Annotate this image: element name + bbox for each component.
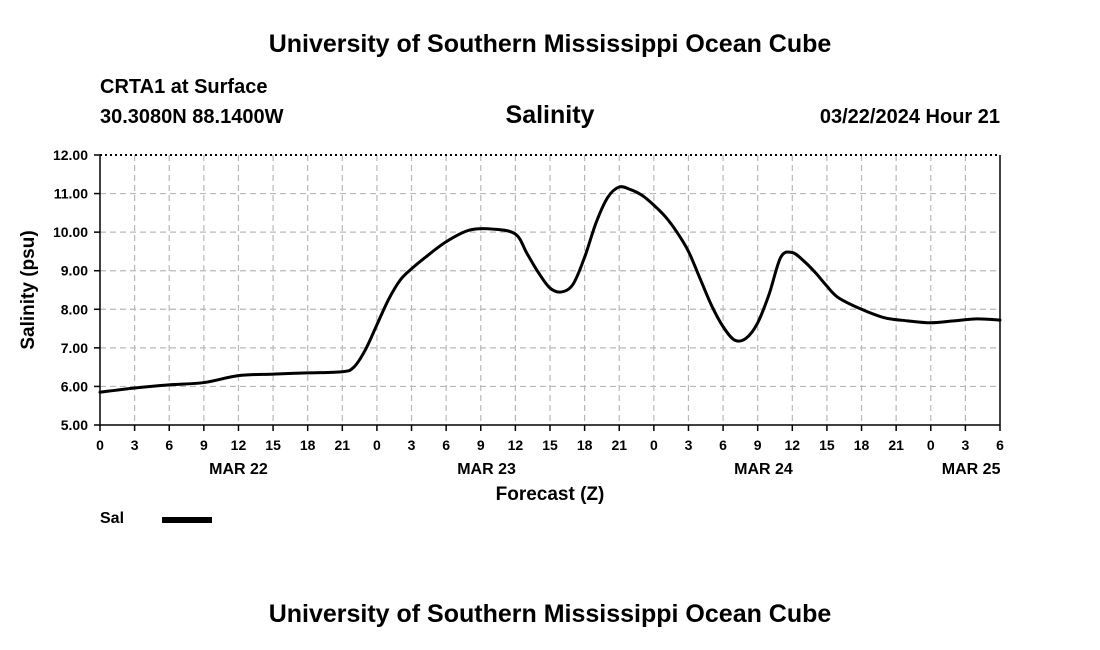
x-tick-label: 6 xyxy=(442,437,450,453)
x-tick-label: 0 xyxy=(96,437,104,453)
date-label: MAR 22 xyxy=(209,461,268,478)
legend-label: Sal xyxy=(100,510,125,527)
x-tick-label: 21 xyxy=(888,437,904,453)
y-tick-label: 11.00 xyxy=(54,186,88,202)
x-tick-label: 3 xyxy=(408,437,416,453)
date-label: MAR 25 xyxy=(942,461,1001,478)
y-tick-label: 8.00 xyxy=(61,301,88,317)
y-tick-label: 5.00 xyxy=(61,417,88,433)
series-line-sal xyxy=(98,185,1002,394)
x-tick-label: 21 xyxy=(611,437,627,453)
coordinates-label: 30.3080N 88.1400W xyxy=(100,106,284,128)
x-tick-label: 0 xyxy=(650,437,658,453)
y-tick-label: 10.00 xyxy=(53,224,88,240)
station-label: CRTA1 at Surface xyxy=(100,76,268,98)
date-label: MAR 24 xyxy=(734,461,793,478)
legend-line-swatch xyxy=(162,517,212,523)
x-tick-label: 15 xyxy=(542,437,558,453)
x-axis-label: Forecast (Z) xyxy=(496,484,605,505)
x-tick-label: 9 xyxy=(477,437,485,453)
y-tick-label: 7.00 xyxy=(61,340,88,356)
footer-title: University of Southern Mississippi Ocean… xyxy=(268,600,832,628)
x-tick-label: 12 xyxy=(508,437,524,453)
x-tick-label: 12 xyxy=(231,437,247,453)
chart-title: Salinity xyxy=(505,101,595,129)
x-tick-label: 18 xyxy=(300,437,316,453)
x-tick-label: 15 xyxy=(819,437,835,453)
x-tick-label: 3 xyxy=(685,437,693,453)
x-tick-label: 0 xyxy=(927,437,935,453)
x-tick-label: 18 xyxy=(854,437,870,453)
x-tick-label: 3 xyxy=(131,437,139,453)
x-tick-label: 3 xyxy=(961,437,969,453)
y-axis-label: Salinity (psu) xyxy=(18,230,39,349)
y-tick-label: 12.00 xyxy=(53,147,88,163)
x-tick-label: 9 xyxy=(754,437,762,453)
y-tick-label: 9.00 xyxy=(61,263,88,279)
x-tick-label: 6 xyxy=(996,437,1004,453)
y-tick-label: 6.00 xyxy=(61,378,88,394)
date-label: MAR 23 xyxy=(457,461,516,478)
x-tick-label: 18 xyxy=(577,437,593,453)
forecast-datetime: 03/22/2024 Hour 21 xyxy=(819,106,1000,128)
x-tick-label: 6 xyxy=(165,437,173,453)
x-tick-label: 0 xyxy=(373,437,381,453)
x-tick-label: 15 xyxy=(265,437,281,453)
x-tick-label: 9 xyxy=(200,437,208,453)
x-tick-label: 12 xyxy=(785,437,801,453)
x-tick-label: 6 xyxy=(719,437,727,453)
x-tick-label: 21 xyxy=(335,437,351,453)
page-title: University of Southern Mississippi Ocean… xyxy=(268,30,832,58)
